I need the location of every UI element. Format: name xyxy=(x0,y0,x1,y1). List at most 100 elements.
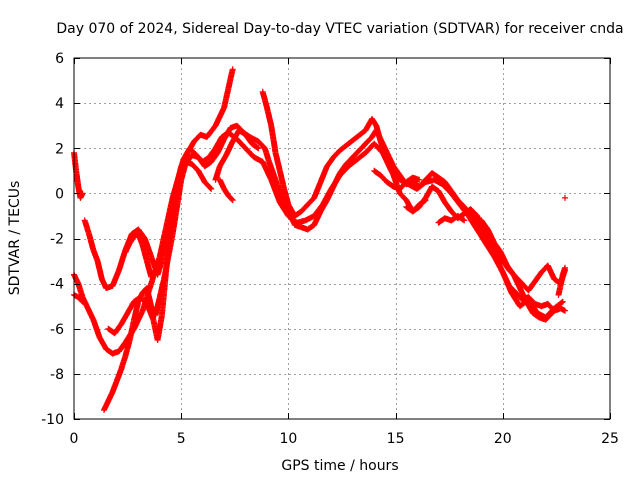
series-track-9 xyxy=(212,127,262,183)
data-point xyxy=(448,190,463,207)
x-tick-label: 10 xyxy=(279,431,297,447)
data-point xyxy=(549,310,556,316)
data-point xyxy=(482,240,497,259)
data-point xyxy=(362,134,375,147)
data-point xyxy=(195,167,208,184)
data-point xyxy=(206,146,218,161)
x-tick-label: 5 xyxy=(177,431,186,447)
data-point xyxy=(396,190,409,203)
data-point xyxy=(311,180,324,201)
chart-title: Day 070 of 2024, Sidereal Day-to-day VTE… xyxy=(56,21,623,37)
data-point xyxy=(551,299,565,312)
data-point xyxy=(79,298,86,305)
data-point xyxy=(441,199,454,214)
data-point xyxy=(111,322,124,337)
data-point xyxy=(281,185,292,207)
data-point xyxy=(255,138,267,151)
data-point xyxy=(214,137,227,156)
data-point xyxy=(416,176,423,183)
data-point xyxy=(229,66,236,73)
data-point xyxy=(79,190,86,197)
data-point xyxy=(109,378,120,395)
data-point xyxy=(491,240,503,254)
series-track-7 xyxy=(122,231,155,280)
data-point xyxy=(478,217,491,232)
data-point xyxy=(137,294,150,307)
data-point xyxy=(523,298,536,315)
data-point xyxy=(229,128,242,145)
data-point xyxy=(216,153,229,170)
data-point xyxy=(362,141,377,156)
y-tick-label: -6 xyxy=(50,322,64,338)
data-point xyxy=(118,311,130,328)
data-point xyxy=(285,201,298,218)
x-tick-label: 15 xyxy=(387,431,405,447)
data-point xyxy=(141,235,154,259)
y-tick-label: -8 xyxy=(50,367,64,383)
y-tick-label: -10 xyxy=(41,412,64,428)
data-point xyxy=(377,172,390,185)
x-tick-label: 0 xyxy=(70,431,79,447)
data-point xyxy=(562,307,568,314)
data-point xyxy=(225,192,235,203)
series-track-12 xyxy=(371,167,423,192)
data-point xyxy=(186,145,199,158)
data-point xyxy=(90,316,103,340)
data-point xyxy=(83,303,96,322)
data-point xyxy=(544,262,557,281)
data-point xyxy=(474,226,488,245)
data-point xyxy=(268,176,283,205)
data-point xyxy=(96,334,109,351)
data-point xyxy=(324,155,336,170)
y-tick-label: 2 xyxy=(55,141,64,157)
series-outlier xyxy=(562,194,568,201)
data-point xyxy=(208,150,220,165)
data-point xyxy=(311,202,325,219)
plot-frame xyxy=(73,57,611,420)
data-point xyxy=(154,313,165,343)
data-point xyxy=(484,226,497,245)
series-track-14 xyxy=(478,217,556,323)
data-point xyxy=(203,123,218,140)
data-point xyxy=(173,157,187,190)
data-point xyxy=(259,88,270,110)
axis-ticks: 0 5 10 15 20 25 -10 -8 -6 -4 -2 0 2 4 6 xyxy=(41,51,619,447)
data-point xyxy=(188,161,201,173)
data-point xyxy=(163,227,174,274)
data-point xyxy=(255,145,262,152)
data-point xyxy=(525,296,540,315)
data-point xyxy=(158,268,170,319)
data-point xyxy=(90,246,101,263)
data-point xyxy=(517,285,529,304)
data-point xyxy=(272,176,285,200)
x-tick-label: 25 xyxy=(601,431,619,447)
series-track-8 xyxy=(216,176,236,204)
data-point xyxy=(409,202,422,215)
data-point xyxy=(336,141,351,154)
data-point xyxy=(167,184,180,233)
data-point xyxy=(298,202,310,215)
data-point xyxy=(345,157,360,170)
data-point xyxy=(113,367,124,384)
data-point xyxy=(268,122,279,155)
data-point xyxy=(504,262,516,277)
y-tick-label: -4 xyxy=(50,277,64,293)
data-point xyxy=(319,187,334,208)
data-point xyxy=(212,105,227,129)
data-point xyxy=(429,170,441,180)
data-point xyxy=(143,258,154,279)
data-point xyxy=(143,300,156,322)
data-point xyxy=(336,164,351,179)
data-point xyxy=(349,148,362,161)
data-point xyxy=(499,269,514,295)
data-point xyxy=(435,188,448,205)
data-point xyxy=(508,289,523,309)
data-point xyxy=(311,209,323,228)
data-point xyxy=(139,242,150,263)
data-point xyxy=(439,181,454,196)
y-tick-label: 0 xyxy=(55,186,64,202)
data-point xyxy=(562,194,568,201)
data-point xyxy=(109,268,122,289)
data-point xyxy=(249,140,261,151)
data-point xyxy=(343,155,355,167)
